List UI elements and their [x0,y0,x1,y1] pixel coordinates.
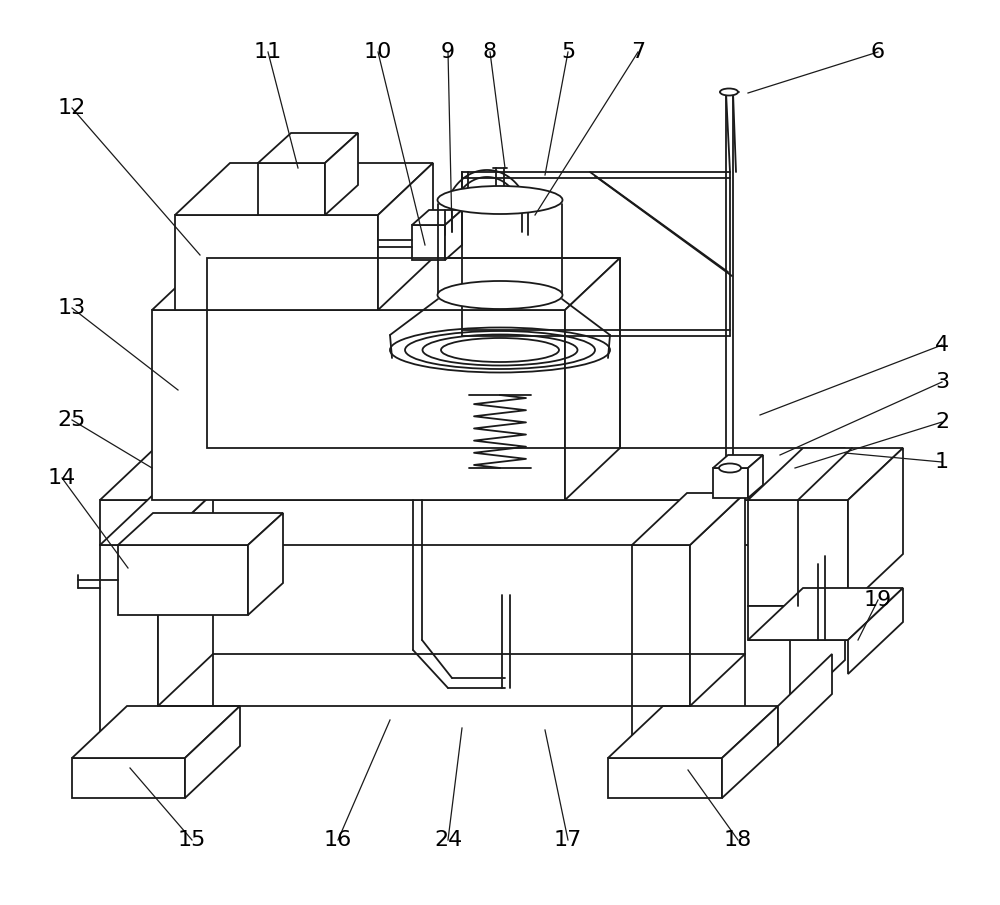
Text: 15: 15 [178,830,206,850]
Polygon shape [118,545,248,615]
Text: 9: 9 [441,42,455,62]
Polygon shape [608,758,722,798]
Text: 6: 6 [871,42,885,62]
Polygon shape [412,225,445,260]
Polygon shape [748,448,903,500]
Text: 18: 18 [724,830,752,850]
Polygon shape [790,448,845,712]
Polygon shape [100,500,790,545]
Polygon shape [72,758,185,798]
Polygon shape [778,654,832,746]
Ellipse shape [720,89,738,96]
Polygon shape [722,706,778,798]
Text: 5: 5 [561,42,575,62]
Polygon shape [158,493,213,758]
Polygon shape [690,493,745,758]
Ellipse shape [438,281,562,309]
Polygon shape [412,210,462,225]
Polygon shape [248,513,283,615]
Polygon shape [748,588,903,640]
Polygon shape [848,448,903,606]
Polygon shape [175,163,433,215]
Polygon shape [748,500,848,606]
Text: 11: 11 [254,42,282,62]
Text: 25: 25 [58,410,86,430]
Text: 8: 8 [483,42,497,62]
Polygon shape [152,310,565,500]
Polygon shape [100,448,845,500]
Polygon shape [632,545,690,758]
Text: 2: 2 [935,412,949,432]
Polygon shape [258,163,325,215]
Text: 14: 14 [48,468,76,488]
Text: 10: 10 [364,42,392,62]
Ellipse shape [719,463,741,472]
Text: 1: 1 [935,452,949,472]
Polygon shape [790,448,845,545]
Polygon shape [608,706,778,758]
Text: 16: 16 [324,830,352,850]
Text: 3: 3 [935,372,949,392]
Polygon shape [713,468,748,498]
Text: 7: 7 [631,42,645,62]
Polygon shape [713,455,763,468]
Text: 13: 13 [58,298,86,318]
Polygon shape [445,210,462,260]
Polygon shape [72,706,240,758]
Polygon shape [185,706,240,798]
Text: 17: 17 [554,830,582,850]
Polygon shape [100,493,213,545]
Polygon shape [378,163,433,310]
Ellipse shape [438,186,562,214]
Text: 24: 24 [434,830,462,850]
Polygon shape [100,545,158,758]
Polygon shape [632,493,745,545]
Polygon shape [258,133,358,163]
Polygon shape [175,215,378,310]
Text: 12: 12 [58,98,86,118]
Polygon shape [325,133,358,215]
Text: 4: 4 [935,335,949,355]
Polygon shape [748,455,763,498]
Polygon shape [565,258,620,500]
Polygon shape [152,258,620,310]
Text: 19: 19 [864,590,892,610]
Polygon shape [748,606,848,640]
Polygon shape [118,513,283,545]
Polygon shape [848,588,903,674]
